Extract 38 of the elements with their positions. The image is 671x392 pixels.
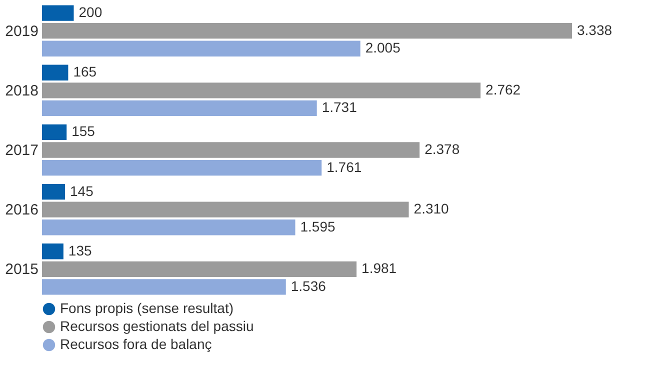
bar [42, 220, 296, 236]
y-tick-label: 2017 [5, 142, 38, 159]
data-label: 165 [73, 64, 97, 80]
bar [42, 244, 64, 260]
legend-label: Fons propis (sense resultat) [60, 300, 234, 316]
data-label: 2.005 [365, 40, 401, 56]
data-label: 1.731 [322, 99, 358, 116]
data-label: 2.378 [424, 141, 460, 157]
bar [42, 160, 322, 176]
bar [42, 279, 286, 295]
bar [42, 100, 317, 116]
bar [42, 142, 420, 158]
data-label: 135 [68, 242, 92, 258]
data-label: 1.981 [362, 260, 397, 276]
bar [42, 124, 67, 140]
bar [42, 261, 357, 278]
y-tick-label: 2016 [5, 202, 38, 219]
data-label: 200 [78, 4, 102, 20]
y-tick-label: 2018 [5, 82, 38, 100]
y-tick-label: 2019 [5, 22, 38, 40]
data-label: 2.762 [486, 81, 521, 98]
data-label: 1.536 [290, 278, 326, 294]
data-label: 3.338 [577, 22, 612, 38]
bar [42, 22, 572, 39]
bar [42, 5, 74, 21]
data-label: 155 [72, 123, 96, 140]
data-label: 1.761 [326, 158, 362, 175]
bar [42, 82, 481, 98]
bar [42, 64, 68, 80]
bar [42, 202, 409, 218]
bar [42, 40, 360, 56]
legend-label: Recursos gestionats del passiu [60, 318, 254, 334]
bar [42, 184, 66, 200]
y-tick-label: 2015 [5, 261, 38, 278]
data-label: 145 [70, 182, 94, 199]
data-label: 2.310 [414, 200, 450, 217]
data-label: 1.595 [300, 218, 336, 234]
legend-label: Recursos fora de balanç [60, 336, 212, 352]
